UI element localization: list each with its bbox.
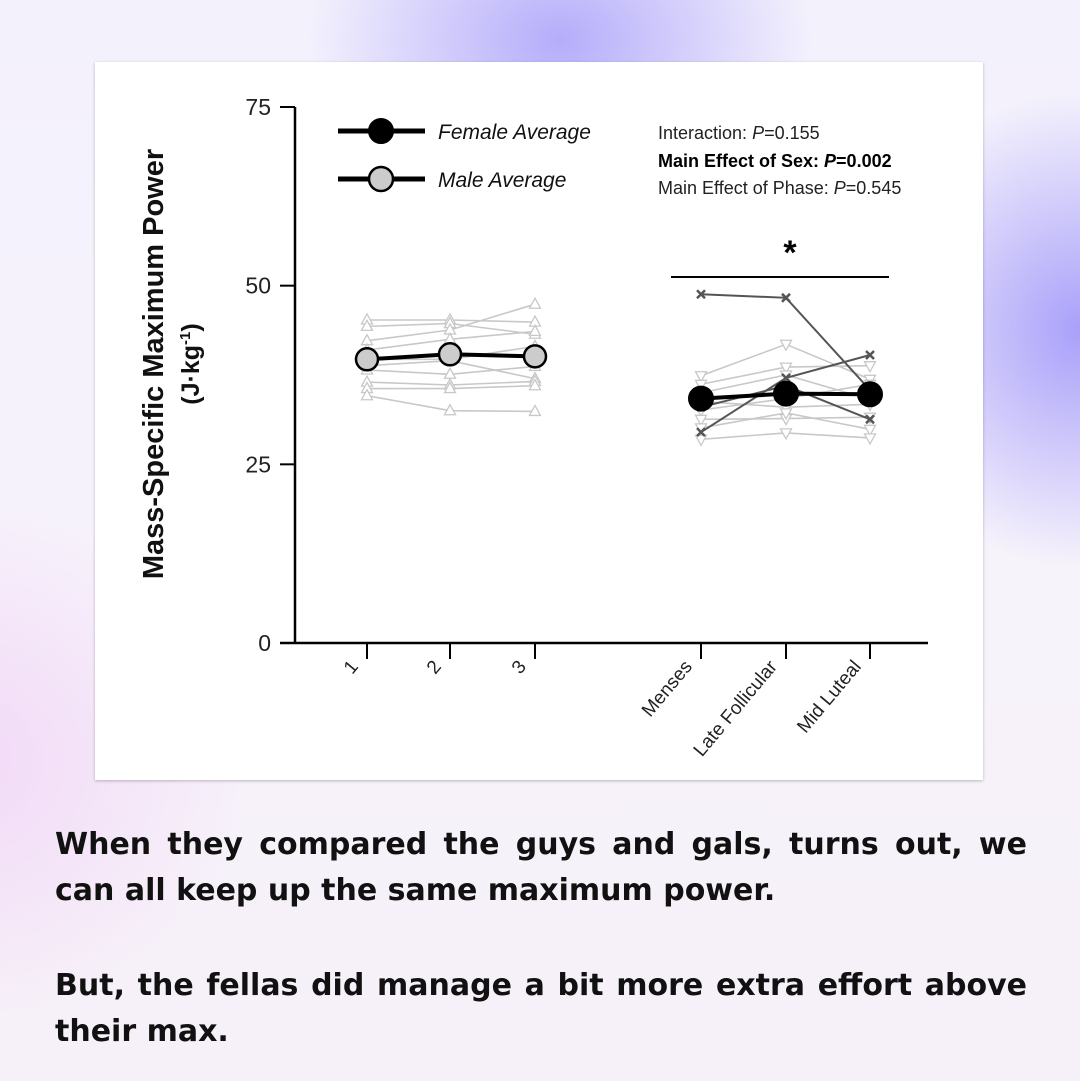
female-individual-point (779, 428, 793, 441)
x-tick-label: Mid Luteal (793, 657, 865, 738)
male-average-point (522, 344, 548, 369)
y-tick-label: 75 (245, 94, 271, 120)
y-axis-label: Mass-Specific Maximum Power (138, 149, 170, 579)
male-individual-point (360, 319, 374, 332)
female-highlighted-point (865, 350, 875, 360)
stats-phase-value: =0.545 (846, 178, 902, 198)
stats-phase-prefix: Main Effect of Phase: (658, 178, 834, 198)
stats-annotation: Interaction: P=0.155 Main Effect of Sex:… (658, 123, 901, 198)
female-highlighted-point (696, 427, 706, 438)
legend-female-marker (368, 118, 394, 144)
female-individual-point (694, 371, 708, 384)
stats-interaction-prefix: Interaction: (658, 123, 752, 143)
stats-interaction-p: P (752, 123, 764, 143)
significance-bracket: * (671, 234, 889, 278)
stats-interaction: Interaction: P=0.155 (658, 123, 820, 143)
male-average-point (354, 347, 380, 372)
male-individual-point (528, 404, 542, 417)
x-tick-label: 1 (340, 657, 363, 679)
female-highlighted-point (696, 289, 706, 300)
stats-interaction-value: =0.155 (764, 123, 820, 143)
x-tick-label: Late Follicular (690, 656, 783, 761)
y-tick-label: 25 (245, 451, 271, 477)
stats-sex-value: =0.002 (836, 151, 892, 171)
significance-asterisk: * (783, 234, 797, 272)
x-tick-label: Menses (638, 657, 697, 721)
male-individual-point (443, 381, 457, 394)
x-tick-label: 2 (423, 657, 446, 679)
male-individual-point (528, 324, 542, 337)
female-average-point (773, 380, 799, 407)
female-highlighted-point (781, 292, 791, 303)
stats-sex-prefix: Main Effect of Sex: (658, 151, 824, 171)
female-individual-point (863, 424, 877, 437)
female-average-point (688, 385, 714, 412)
male-individual-point (528, 296, 542, 309)
y-axis-units-close: ) (177, 323, 205, 331)
y-axis-units: (J·kg-1) (177, 323, 205, 404)
stats-phase-p: P (834, 178, 846, 198)
male-individual-point (528, 378, 542, 391)
female-individual-point (779, 408, 793, 421)
stats-sex: Main Effect of Sex: P=0.002 (658, 151, 892, 171)
female-individual-point (694, 434, 708, 447)
female-individual-point (694, 379, 708, 392)
legend-male-label: Male Average (438, 169, 566, 192)
male-individual-point (443, 403, 457, 416)
legend: Female Average Male Average (338, 118, 591, 193)
y-axis-title: Mass-Specific Maximum Power (J·kg-1) (138, 149, 205, 579)
chart-figure: Mass-Specific Maximum Power (J·kg-1) 0 25… (95, 62, 983, 780)
female-individual-point (694, 414, 708, 427)
female-individual-point (779, 362, 793, 375)
female-individual-point (863, 361, 877, 374)
y-tick-label: 0 (258, 630, 271, 656)
average-lines (354, 342, 883, 412)
y-axis-units-sup: -1 (177, 332, 194, 345)
legend-male-marker (367, 165, 395, 193)
male-average-point (437, 342, 463, 367)
y-ticks: 0 25 50 75 (245, 94, 295, 656)
stats-phase: Main Effect of Phase: P=0.545 (658, 178, 901, 198)
female-average-point (857, 381, 883, 408)
female-highlighted-point (865, 414, 875, 425)
y-tick-label: 50 (245, 273, 271, 299)
female-highlighted-point (781, 372, 791, 383)
x-tick-label: 3 (508, 657, 531, 679)
y-axis-units-base: (J·kg (177, 345, 205, 405)
male-individual-point (360, 388, 374, 401)
caption-paragraph-2: But, the fellas did manage a bit more ex… (55, 968, 1027, 1049)
female-individual-point (779, 339, 793, 352)
chart-svg: Mass-Specific Maximum Power (J·kg-1) 025… (138, 94, 928, 761)
legend-female-label: Female Average (438, 121, 591, 144)
stats-sex-p: P (824, 151, 837, 171)
female-individual-point (863, 433, 877, 446)
caption-paragraph-1: When they compared the guys and gals, tu… (55, 827, 1027, 908)
